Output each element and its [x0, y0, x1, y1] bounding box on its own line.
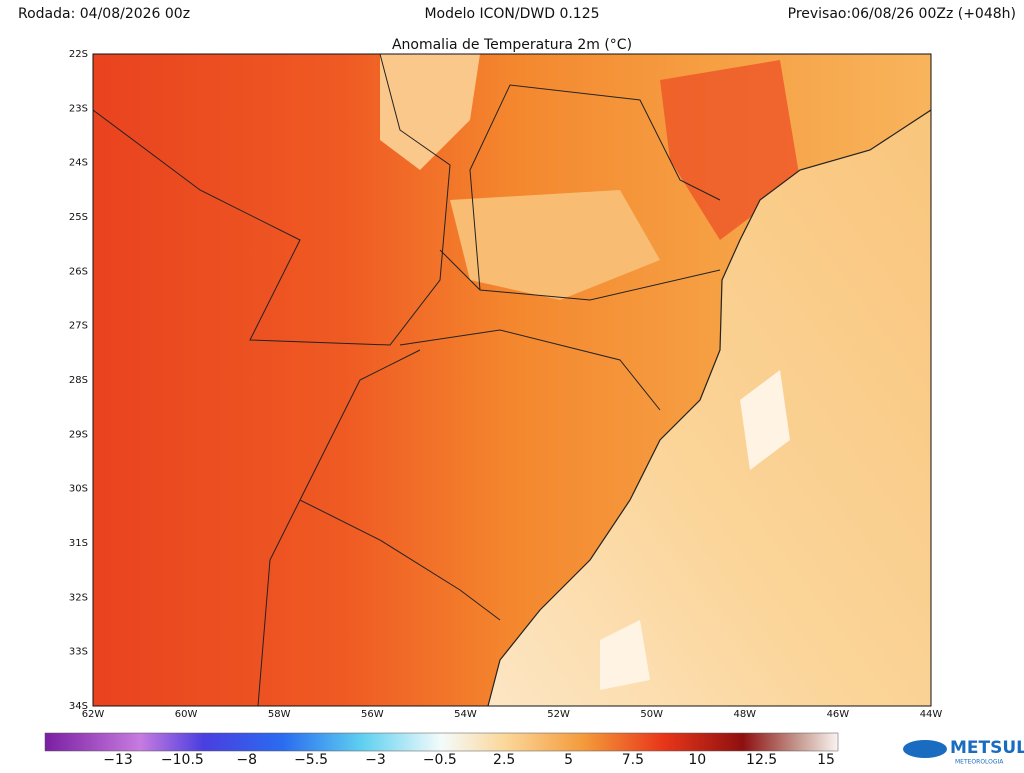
- lon-label: 54W: [454, 709, 477, 720]
- warm-area: [450, 190, 660, 300]
- lat-label: 25S: [69, 212, 88, 223]
- lon-label: 44W: [920, 709, 943, 720]
- lat-label: 26S: [69, 266, 88, 277]
- lon-label: 48W: [733, 709, 756, 720]
- colorbar-label: 5: [564, 752, 573, 768]
- run-label: Rodada: 04/08/2026 00z: [18, 6, 190, 22]
- warm-area: [380, 54, 480, 170]
- logo-globe: [903, 740, 947, 758]
- colorbar-label: −3: [365, 752, 386, 768]
- colorbar-label: −0.5: [423, 752, 457, 768]
- colorbar-label: 10: [688, 752, 706, 768]
- lon-label: 52W: [547, 709, 570, 720]
- lat-label: 31S: [69, 538, 88, 549]
- lon-label: 60W: [175, 709, 198, 720]
- colorbar-label: −8: [236, 752, 257, 768]
- lat-label: 27S: [69, 321, 88, 332]
- borders: [93, 54, 721, 706]
- cool-area: [600, 370, 790, 690]
- colorbar-label: 2.5: [493, 752, 515, 768]
- logo-tagline: METEOROLOGIA: [955, 759, 1004, 766]
- map-title: Anomalia de Temperatura 2m (°C): [392, 37, 632, 53]
- colorbar: [44, 732, 839, 752]
- lon-label: 46W: [827, 709, 850, 720]
- lat-label: 24S: [69, 158, 88, 169]
- lat-label: 33S: [69, 647, 88, 658]
- lat-label: 34S: [69, 701, 88, 712]
- lat-label: 29S: [69, 429, 88, 440]
- hot-area: [660, 60, 800, 240]
- lat-label: 22S: [69, 49, 88, 60]
- forecast-label: Previsao:06/08/26 00Zz (+048h): [788, 6, 1016, 22]
- lat-label: 32S: [69, 592, 88, 603]
- lon-label: 56W: [361, 709, 384, 720]
- lon-label: 62W: [82, 709, 105, 720]
- colorbar-label: −13: [103, 752, 133, 768]
- lon-label: 58W: [268, 709, 291, 720]
- lon-label: 50W: [640, 709, 663, 720]
- logo: METSUL METEOROLOGIA: [903, 738, 1024, 766]
- lat-label: 28S: [69, 375, 88, 386]
- coastline: [487, 109, 931, 706]
- logo-name: METSUL: [950, 738, 1024, 758]
- ocean: [488, 110, 931, 706]
- colorbar-label: −5.5: [294, 752, 328, 768]
- map: [93, 54, 931, 706]
- map-frame: [92, 53, 932, 707]
- lat-label: 23S: [69, 103, 88, 114]
- colorbar-label: 15: [817, 752, 835, 768]
- colorbar-label: 7.5: [622, 752, 644, 768]
- colorbar-label: −10.5: [161, 752, 204, 768]
- lat-label: 30S: [69, 484, 88, 495]
- model-label: Modelo ICON/DWD 0.125: [424, 6, 599, 22]
- colorbar-label: 12.5: [746, 752, 777, 768]
